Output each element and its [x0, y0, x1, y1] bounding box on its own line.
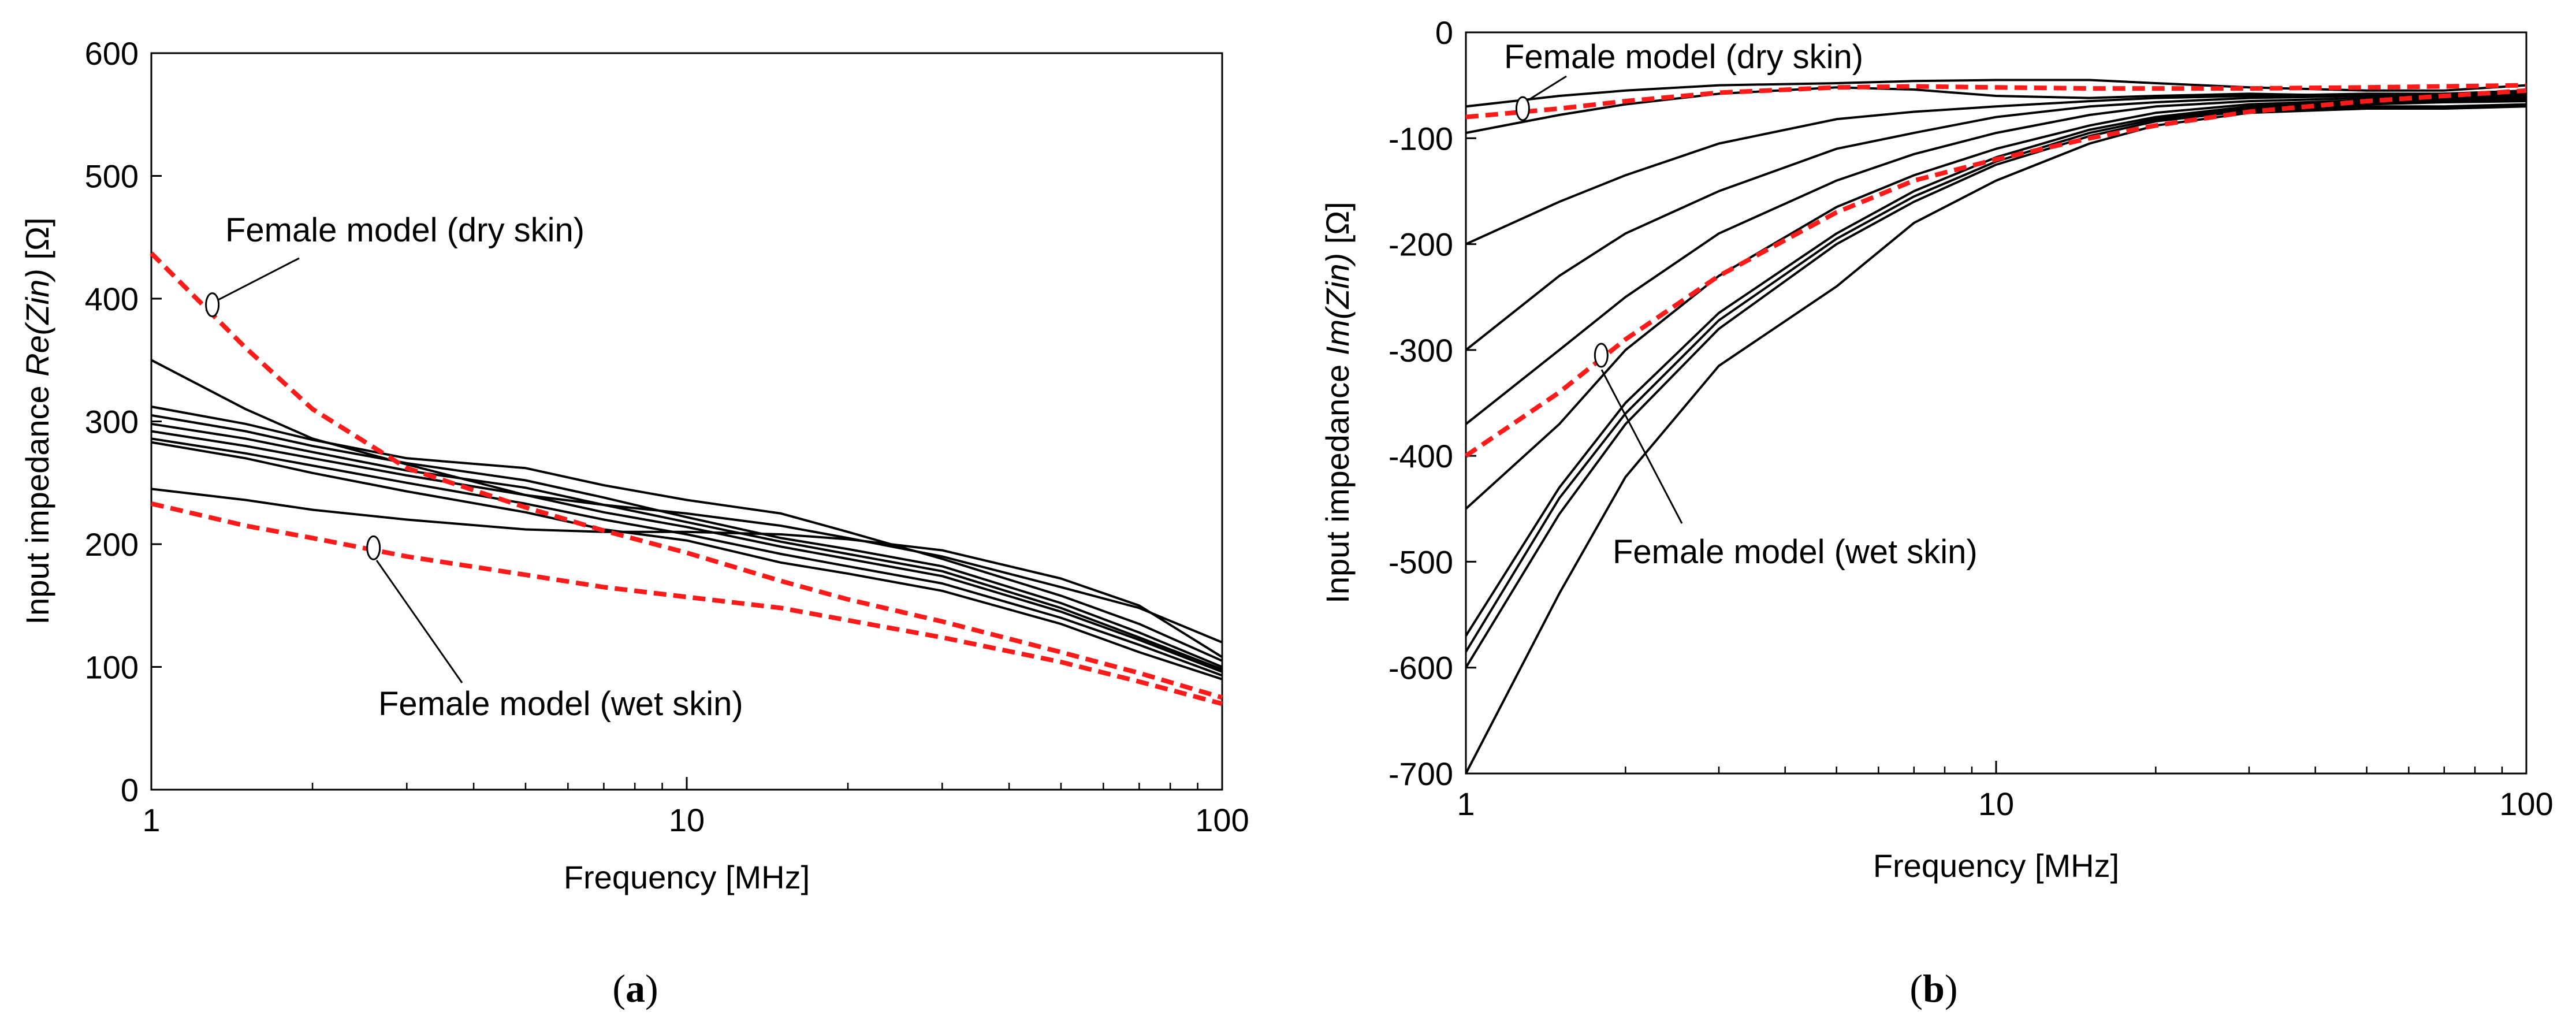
y-tick-label: -500 — [1388, 544, 1453, 580]
y-tick-label: 0 — [1435, 14, 1453, 51]
annotation-label: Female model (dry skin) — [225, 211, 585, 249]
panel-a-plot-area — [150, 52, 1223, 791]
panel-a-x-ticks: 1 10 100 — [142, 777, 1249, 838]
measured-series-line — [1465, 79, 2527, 108]
y-tick-label: -100 — [1388, 120, 1453, 157]
x-tick-label: 1 — [1457, 786, 1475, 822]
panel-b-annotations: Female model (dry skin) Female model (wet… — [1504, 38, 1978, 571]
y-tick-label: -400 — [1388, 438, 1453, 474]
y-tick-label: -300 — [1388, 332, 1453, 369]
panel-a-annotations: Female model (dry skin) Female model (wet… — [205, 211, 743, 723]
panel-b-y-ticks: 0 -100 -200 -300 -400 -500 -600 -700 — [1388, 14, 1476, 792]
measured-series-line — [151, 422, 1223, 671]
y-tick-label: 600 — [85, 35, 139, 72]
model-series-line — [151, 501, 1223, 706]
x-tick-label: 1 — [142, 802, 160, 838]
annotation-leader-line — [1600, 369, 1683, 524]
measured-series-line — [151, 437, 1223, 677]
measured-series-line — [151, 430, 1223, 673]
x-tick-label: 10 — [669, 802, 705, 838]
y-tick-label: 0 — [121, 772, 139, 808]
annotation-marker — [366, 535, 381, 560]
panel-b-chart: 0 -100 -200 -300 -400 -500 -600 -700 1 10 100 Fem… — [1319, 14, 2553, 1010]
measured-series-line — [151, 359, 1223, 644]
measured-series-line — [151, 441, 1223, 680]
annotation-marker — [1515, 96, 1530, 121]
panel-b-caption: (b) — [1909, 966, 1957, 1010]
y-tick-label: -200 — [1388, 226, 1453, 263]
panel-b-series — [1464, 79, 2527, 774]
measured-series-line — [151, 414, 1223, 668]
panel-a-y-ticks: 0 100 200 300 400 500 600 — [85, 35, 162, 808]
x-tick-label: 100 — [1195, 802, 1249, 838]
panel-a-series — [150, 251, 1223, 706]
annotation-label: Female model (wet skin) — [378, 685, 743, 723]
panel-b-y-label: Input impedance Im(Zin) [Ω] — [1319, 202, 1356, 603]
annotation-leader-line — [375, 560, 463, 683]
y-tick-label: 500 — [85, 158, 139, 195]
annotation-marker — [205, 292, 220, 318]
measured-series-line — [151, 406, 1223, 662]
y-tick-label: 300 — [85, 404, 139, 440]
panel-b-x-ticks: 1 10 100 — [1457, 761, 2553, 822]
model-series-line — [1465, 83, 2527, 120]
measured-series-line — [151, 488, 1223, 659]
panel-a-x-label: Frequency [MHz] — [564, 859, 810, 895]
panel-a-caption: (a) — [612, 966, 658, 1010]
measured-series-line — [1465, 95, 2527, 425]
y-tick-label: -600 — [1388, 650, 1453, 686]
annotation-marker — [1594, 343, 1609, 368]
y-tick-label: 400 — [85, 281, 139, 317]
measured-series-line — [1465, 103, 2527, 668]
y-tick-label: -700 — [1388, 756, 1453, 792]
annotation-label: Female model (dry skin) — [1504, 38, 1863, 76]
x-tick-label: 10 — [1978, 786, 2014, 822]
annotation-label: Female model (wet skin) — [1613, 533, 1978, 571]
annotation-leader-line — [1521, 75, 1567, 105]
annotation-leader-line — [214, 257, 300, 303]
panel-a-y-label: Input impedance Re(Zin) [Ω] — [19, 218, 55, 625]
panel-a-chart: 0 100 200 300 400 500 600 1 10 100 Female model … — [19, 35, 1249, 1010]
y-tick-label: 100 — [85, 649, 139, 686]
measured-series-line — [1465, 90, 2527, 246]
model-series-line — [1464, 88, 2527, 458]
y-tick-label: 200 — [85, 526, 139, 563]
measured-series-line — [1465, 105, 2527, 774]
panel-b-x-label: Frequency [MHz] — [1873, 847, 2119, 884]
model-series-line — [150, 251, 1223, 700]
measured-series-line — [1465, 92, 2527, 351]
x-tick-label: 100 — [2499, 786, 2553, 822]
